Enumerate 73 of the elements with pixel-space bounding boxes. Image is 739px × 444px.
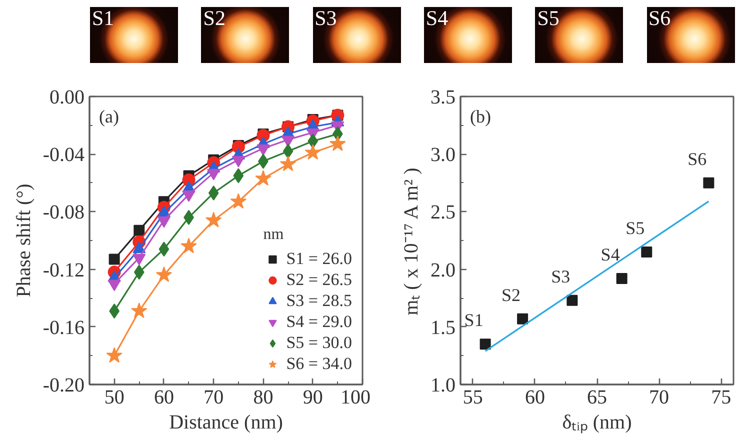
point <box>180 238 197 254</box>
annotation: (b) <box>470 106 492 127</box>
point <box>308 134 318 149</box>
text: S1 <box>92 6 114 30</box>
annotation: S5 <box>626 218 645 238</box>
x-tick-label: 100 <box>340 386 370 408</box>
annotation: S6 <box>688 148 707 169</box>
x-tick-label: 65 <box>587 386 607 408</box>
point <box>108 254 120 265</box>
point <box>517 313 528 324</box>
annotation: S4 <box>600 244 620 265</box>
legend-label: S4 = 29.0 <box>286 312 352 332</box>
annotation: S3 <box>551 266 570 286</box>
point <box>156 266 172 282</box>
point <box>208 185 219 200</box>
annotation: S1 <box>464 310 484 330</box>
y-tick-label: -0.12 <box>42 259 85 282</box>
x-tick-label: 50 <box>104 386 124 408</box>
y-tick-label: -0.16 <box>42 316 85 339</box>
legend-label: S5 = 30.0 <box>286 333 352 353</box>
point <box>233 168 244 184</box>
legend-label: S1 = 26.0 <box>286 249 352 269</box>
point <box>566 294 578 306</box>
point <box>131 302 148 318</box>
text: S6 <box>648 6 671 30</box>
point <box>282 144 294 159</box>
x-tick-label: 75 <box>711 386 732 408</box>
point <box>304 144 321 160</box>
annotation: (a) <box>99 106 120 127</box>
point <box>480 338 491 350</box>
x-tick-label: 60 <box>154 386 174 408</box>
point <box>280 156 296 172</box>
y-tick-label: -0.08 <box>42 202 85 224</box>
x-tick-label: 70 <box>204 386 224 408</box>
x-tick-label: 80 <box>253 386 274 408</box>
y-tick-label: 2.0 <box>430 259 456 282</box>
x-tick-label: 60 <box>524 386 545 408</box>
point <box>134 264 144 280</box>
y-tick-label: 0.00 <box>50 86 84 108</box>
legend-label: S3 = 28.5 <box>286 291 352 311</box>
x-tick-label: 55 <box>462 386 483 408</box>
y-axis-title: mₜ ( x 10⁻¹⁷ A m² ) <box>400 168 422 316</box>
point <box>106 347 122 363</box>
legend-label: S2 = 26.5 <box>286 270 352 290</box>
annotation: S2 <box>502 284 521 305</box>
point <box>641 246 652 258</box>
text: S4 <box>426 6 448 30</box>
x-axis-title: Distance (nm) <box>169 412 283 434</box>
legend-label: S6 = 34.0 <box>286 354 352 374</box>
y-axis-title: Phase shift (°) <box>12 184 35 298</box>
point <box>132 242 146 254</box>
point <box>205 212 222 228</box>
point <box>703 177 714 188</box>
y-tick-label: -0.20 <box>42 374 85 396</box>
text: S2 <box>203 6 226 30</box>
x-axis-title: δₜᵢₚ (nm) <box>562 412 632 434</box>
point <box>616 273 628 284</box>
y-tick-label: 1.0 <box>430 374 456 396</box>
y-tick-label: 3.5 <box>430 86 456 108</box>
text: S3 <box>314 6 337 30</box>
legend-title: nm <box>263 226 285 244</box>
point <box>330 136 346 151</box>
point <box>230 193 247 209</box>
x-tick-label: 90 <box>302 386 323 408</box>
point <box>255 170 272 186</box>
y-tick-label: -0.04 <box>42 144 85 166</box>
y-tick-label: 2.5 <box>430 202 456 224</box>
y-tick-label: 3.0 <box>430 144 456 166</box>
point <box>158 242 170 257</box>
point <box>134 224 145 236</box>
x-tick-label: 70 <box>649 386 670 408</box>
text: S5 <box>537 6 560 30</box>
y-tick-label: 1.5 <box>430 316 456 339</box>
